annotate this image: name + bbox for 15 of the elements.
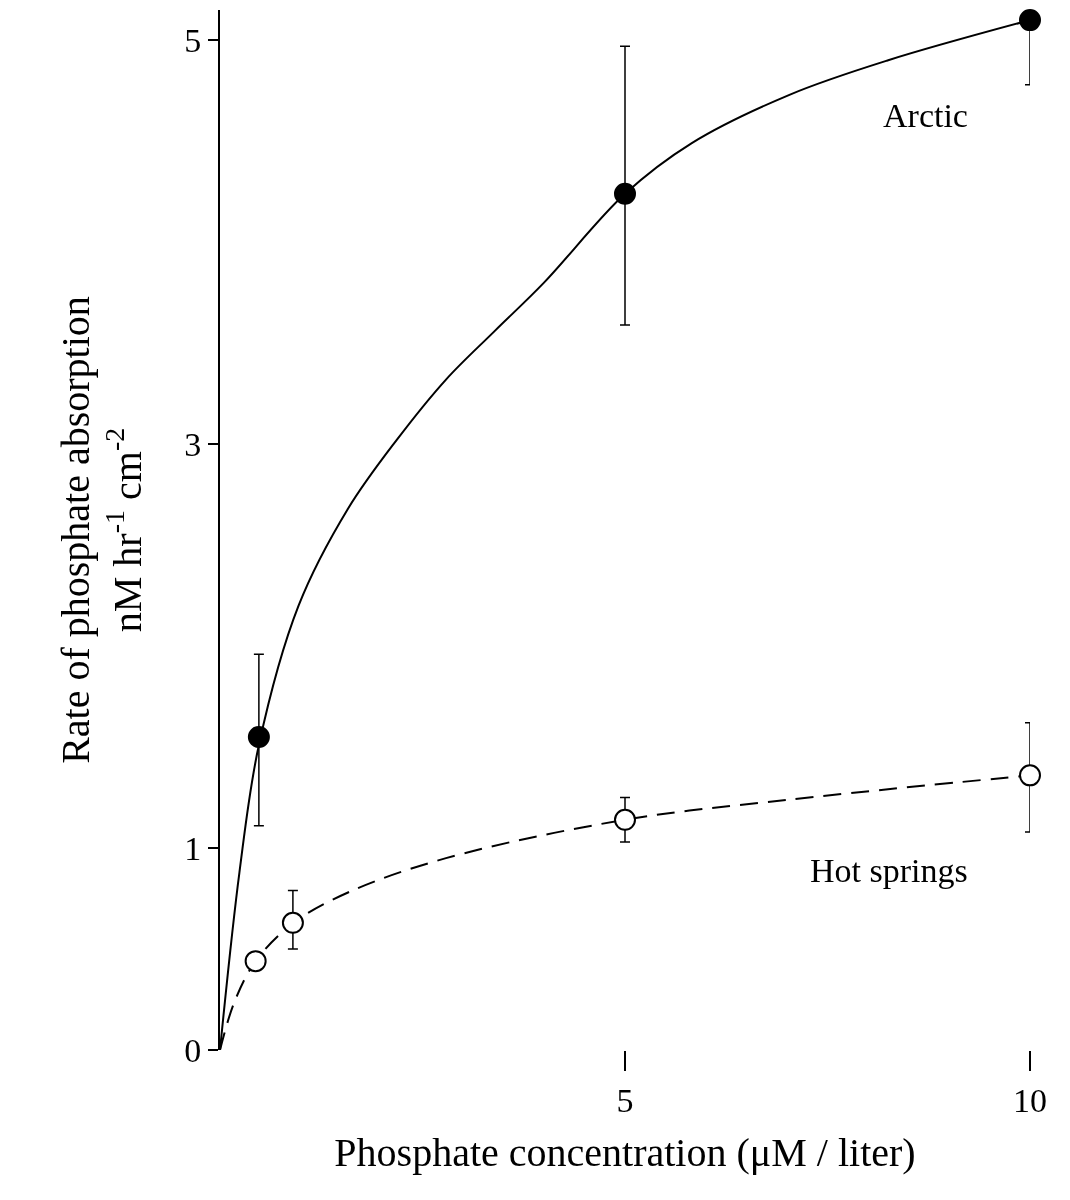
point: [247, 725, 270, 748]
point: [614, 182, 636, 205]
text: Hot springs: [810, 852, 968, 889]
point: [1019, 764, 1041, 787]
point: [1019, 9, 1041, 32]
x-tick-label: 10: [1013, 1081, 1047, 1119]
point: [614, 808, 636, 831]
y-tick-label: 1: [184, 829, 202, 867]
text: Arctic: [883, 97, 968, 134]
y-tick-label: 5: [184, 22, 202, 60]
x-axis-title: Phosphate concentration (μM / liter): [334, 1130, 916, 1176]
y-tick-label: 3: [184, 426, 202, 464]
point: [281, 911, 304, 934]
point: [244, 950, 267, 973]
y-tick-label: 0: [184, 1031, 202, 1069]
